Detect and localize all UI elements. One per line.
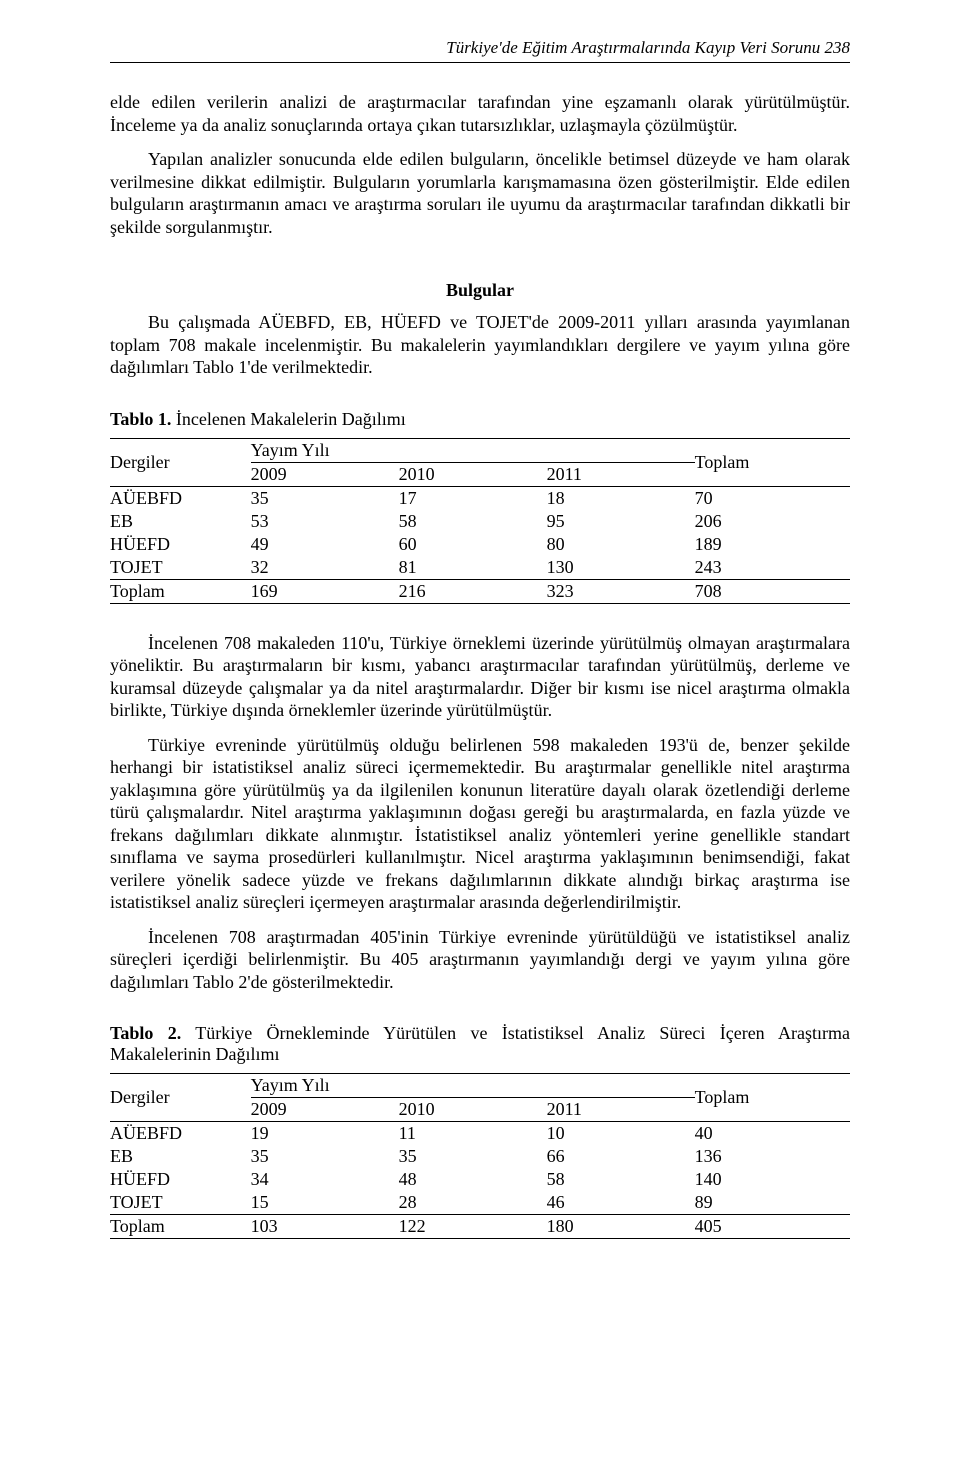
table-cell: 180 <box>547 1215 695 1239</box>
table2-caption-label: Tablo 2. <box>110 1023 181 1043</box>
table-cell: 189 <box>695 533 850 556</box>
table-cell: 49 <box>251 533 399 556</box>
table-cell: 58 <box>399 510 547 533</box>
table-cell: 216 <box>399 579 547 603</box>
table-cell: 40 <box>695 1122 850 1146</box>
table-cell: 140 <box>695 1168 850 1191</box>
table-cell: TOJET <box>110 1191 251 1215</box>
table-row: EB 35 35 66 136 <box>110 1145 850 1168</box>
table-cell: EB <box>110 510 251 533</box>
paragraph-5: Türkiye evreninde yürütülmüş olduğu beli… <box>110 734 850 914</box>
table-cell: 53 <box>251 510 399 533</box>
table-cell: 70 <box>695 486 850 510</box>
table-cell: 18 <box>547 486 695 510</box>
table-row: Toplam 103 122 180 405 <box>110 1215 850 1239</box>
table2-header-yayimyili: Yayım Yılı <box>251 1074 695 1098</box>
table-cell: 28 <box>399 1191 547 1215</box>
table-cell: 60 <box>399 533 547 556</box>
table-row: TOJET 15 28 46 89 <box>110 1191 850 1215</box>
table2-year-2009: 2009 <box>251 1098 399 1122</box>
table-row: AÜEBFD 19 11 10 40 <box>110 1122 850 1146</box>
table1-year-2011: 2011 <box>547 462 695 486</box>
table-cell: 17 <box>399 486 547 510</box>
table-cell: 405 <box>695 1215 850 1239</box>
table-cell: 15 <box>251 1191 399 1215</box>
table1-year-2009: 2009 <box>251 462 399 486</box>
table-cell: 10 <box>547 1122 695 1146</box>
table-cell: 243 <box>695 556 850 580</box>
table-cell: 169 <box>251 579 399 603</box>
table-row: EB 53 58 95 206 <box>110 510 850 533</box>
table-cell: 35 <box>251 1145 399 1168</box>
table2-header-dergiler: Dergiler <box>110 1074 251 1122</box>
table-cell: 95 <box>547 510 695 533</box>
paragraph-4: İncelenen 708 makaleden 110'u, Türkiye ö… <box>110 632 850 722</box>
table-cell: 323 <box>547 579 695 603</box>
table-cell: 130 <box>547 556 695 580</box>
table1-header-yayimyili: Yayım Yılı <box>251 438 695 462</box>
running-header: Türkiye'de Eğitim Araştırmalarında Kayıp… <box>110 38 850 58</box>
table2-caption-text: Türkiye Örnekleminde Yürütülen ve İstati… <box>110 1023 850 1064</box>
table1-header-toplam: Toplam <box>695 438 850 486</box>
table-cell: 48 <box>399 1168 547 1191</box>
table2-header-toplam: Toplam <box>695 1074 850 1122</box>
table1-header-dergiler: Dergiler <box>110 438 251 486</box>
table-cell: 35 <box>251 486 399 510</box>
table2-year-2010: 2010 <box>399 1098 547 1122</box>
table-row: HÜEFD 34 48 58 140 <box>110 1168 850 1191</box>
table-cell: TOJET <box>110 556 251 580</box>
table-cell: 136 <box>695 1145 850 1168</box>
table-cell: EB <box>110 1145 251 1168</box>
table2-caption: Tablo 2. Türkiye Örnekleminde Yürütülen … <box>110 1023 850 1065</box>
table1-year-2010: 2010 <box>399 462 547 486</box>
header-divider <box>110 62 850 63</box>
table-cell: AÜEBFD <box>110 1122 251 1146</box>
table-cell: 103 <box>251 1215 399 1239</box>
table-cell: 206 <box>695 510 850 533</box>
table2-year-2011: 2011 <box>547 1098 695 1122</box>
table-cell: 35 <box>399 1145 547 1168</box>
section-heading-bulgular: Bulgular <box>110 280 850 301</box>
table-cell: 89 <box>695 1191 850 1215</box>
table-cell: 122 <box>399 1215 547 1239</box>
table-row: AÜEBFD 35 17 18 70 <box>110 486 850 510</box>
table-cell: 708 <box>695 579 850 603</box>
table1-caption-text: İncelenen Makalelerin Dağılımı <box>171 409 405 429</box>
paragraph-3: Bu çalışmada AÜEBFD, EB, HÜEFD ve TOJET'… <box>110 311 850 379</box>
table-cell: 81 <box>399 556 547 580</box>
table-row: Toplam 169 216 323 708 <box>110 579 850 603</box>
table-cell: Toplam <box>110 1215 251 1239</box>
paragraph-2: Yapılan analizler sonucunda elde edilen … <box>110 148 850 238</box>
table-cell: 80 <box>547 533 695 556</box>
table-cell: 66 <box>547 1145 695 1168</box>
table-cell: 19 <box>251 1122 399 1146</box>
table-cell: HÜEFD <box>110 1168 251 1191</box>
table-cell: 11 <box>399 1122 547 1146</box>
table-cell: Toplam <box>110 579 251 603</box>
table-row: TOJET 32 81 130 243 <box>110 556 850 580</box>
paragraph-1: elde edilen verilerin analizi de araştır… <box>110 91 850 136</box>
table-cell: 34 <box>251 1168 399 1191</box>
table-cell: AÜEBFD <box>110 486 251 510</box>
table2: Dergiler Yayım Yılı Toplam 2009 2010 201… <box>110 1073 850 1239</box>
table1-caption-label: Tablo 1. <box>110 409 171 429</box>
table-cell: 58 <box>547 1168 695 1191</box>
table-cell: 32 <box>251 556 399 580</box>
table1-caption: Tablo 1. İncelenen Makalelerin Dağılımı <box>110 409 850 430</box>
table1: Dergiler Yayım Yılı Toplam 2009 2010 201… <box>110 438 850 604</box>
page-container: Türkiye'de Eğitim Araştırmalarında Kayıp… <box>0 0 960 1327</box>
paragraph-6: İncelenen 708 araştırmadan 405'inin Türk… <box>110 926 850 994</box>
table-cell: HÜEFD <box>110 533 251 556</box>
table-row: HÜEFD 49 60 80 189 <box>110 533 850 556</box>
table-cell: 46 <box>547 1191 695 1215</box>
